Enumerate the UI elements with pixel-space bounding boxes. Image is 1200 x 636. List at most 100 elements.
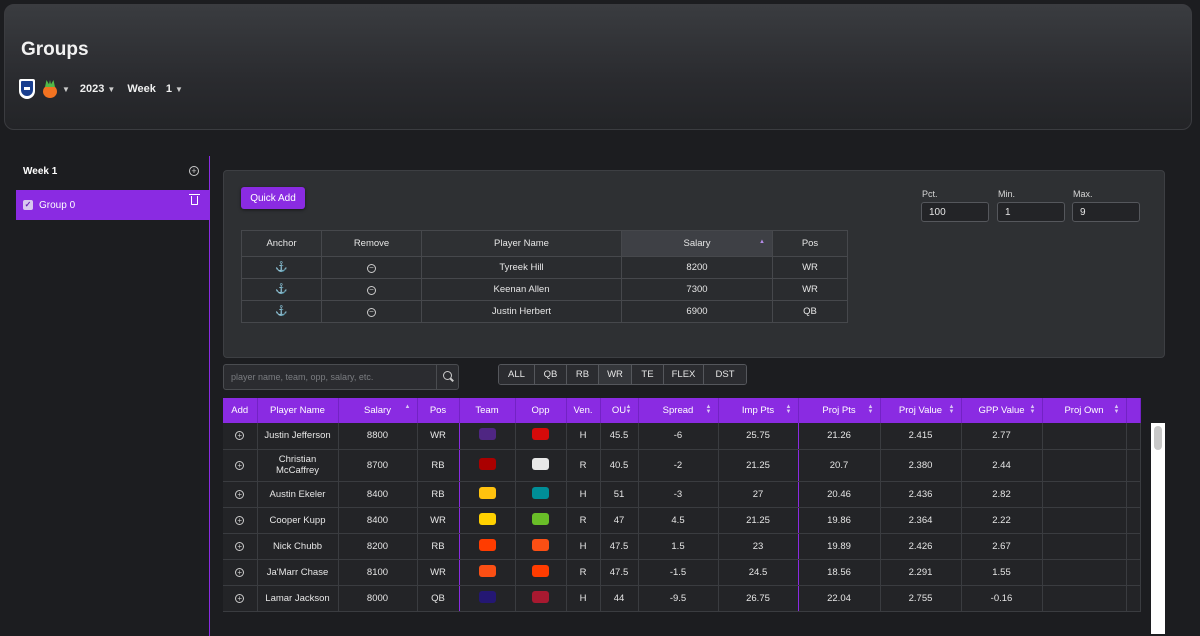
add-plus-icon[interactable]: +	[235, 431, 245, 441]
anchor-icon[interactable]: ⚓	[275, 306, 288, 317]
anchor-icon[interactable]: ⚓	[275, 284, 288, 295]
add-cell[interactable]: +	[223, 449, 258, 482]
col-ou[interactable]: OU ▲ ▼	[600, 398, 639, 423]
table-scrollbar[interactable]	[1151, 423, 1165, 634]
add-cell[interactable]: +	[223, 481, 258, 508]
group-label: Group 0	[39, 199, 76, 211]
steelers-icon	[532, 457, 549, 470]
sort-icon: ▲ ▼	[705, 404, 712, 415]
season-select[interactable]: 2023	[79, 83, 105, 95]
filter-wr-button[interactable]: WR	[599, 365, 632, 384]
add-cell[interactable]: +	[223, 507, 258, 534]
col-team[interactable]: Team	[459, 398, 516, 423]
draftkings-logo-icon[interactable]	[41, 79, 59, 99]
filter-rb-button[interactable]: RB	[567, 365, 599, 384]
opp-cell	[515, 585, 567, 612]
anchor-cell[interactable]: ⚓	[241, 300, 322, 323]
col-opp[interactable]: Opp	[515, 398, 567, 423]
ou-cell: 40.5	[600, 449, 639, 482]
week-select[interactable]: 1	[165, 83, 172, 95]
ravens-icon	[478, 590, 496, 603]
anchor-cell[interactable]: ⚓	[241, 278, 322, 301]
search-input[interactable]	[224, 365, 437, 389]
player-name-cell: Christian McCaffrey	[257, 449, 339, 482]
add-cell[interactable]: +	[223, 423, 258, 450]
add-cell[interactable]: +	[223, 585, 258, 612]
group-player-row: ⚓ − Justin Herbert 6900 QB	[241, 300, 848, 323]
add-plus-icon[interactable]: +	[235, 460, 245, 470]
season-chevron-down-icon[interactable]: ▼	[107, 84, 116, 94]
quick-add-button[interactable]: Quick Add	[241, 187, 305, 209]
col-player-name[interactable]: Player Name	[421, 230, 622, 257]
bengals-icon	[478, 564, 496, 577]
delete-group-trash-icon[interactable]	[189, 194, 200, 205]
col-salary[interactable]: Salary ▲	[338, 398, 418, 423]
col-label: Spread	[662, 405, 694, 416]
proj-cell: 22.04	[798, 585, 881, 612]
remove-cell[interactable]: −	[321, 300, 422, 323]
own-cell	[1042, 585, 1127, 612]
add-cell[interactable]: +	[223, 559, 258, 586]
pv-cell: 2.426	[880, 533, 962, 560]
remove-cell[interactable]: −	[321, 278, 422, 301]
group-checkbox[interactable]: ✓	[23, 200, 33, 210]
ven-cell: R	[566, 449, 601, 482]
imp-cell: 21.25	[718, 449, 799, 482]
add-plus-icon[interactable]: +	[235, 515, 245, 525]
max-input[interactable]	[1072, 202, 1140, 222]
imp-cell: 21.25	[718, 507, 799, 534]
col-pos[interactable]: Pos	[417, 398, 460, 423]
table-row: + Cooper Kupp 8400 WR R 47 4.5 21.25 19.86 2.364 2…	[223, 507, 1141, 534]
filter-flex-button[interactable]: FLEX	[664, 365, 704, 384]
sidebar-item-group-0[interactable]: ✓ Group 0	[16, 190, 210, 220]
anchor-cell[interactable]: ⚓	[241, 256, 322, 279]
week-chevron-down-icon[interactable]: ▼	[175, 84, 183, 94]
group-editor-panel: Quick Add Pct. Min. Max. Anchor Remove P…	[223, 170, 1165, 358]
proj-cell: 19.86	[798, 507, 881, 534]
col-add[interactable]: Add	[223, 398, 258, 423]
remove-minus-icon[interactable]: −	[367, 264, 376, 273]
anchor-icon[interactable]: ⚓	[275, 262, 288, 273]
col-imp-pts[interactable]: Imp Pts ▲ ▼	[718, 398, 799, 423]
remove-minus-icon[interactable]: −	[367, 286, 376, 295]
salary-cell: 8000	[338, 585, 418, 612]
add-cell[interactable]: +	[223, 533, 258, 560]
search-icon[interactable]	[436, 365, 458, 389]
col-proj-own[interactable]: Proj Own ▲ ▼	[1042, 398, 1127, 423]
add-plus-icon[interactable]: +	[235, 593, 245, 603]
filter-qb-button[interactable]: QB	[535, 365, 567, 384]
col-pos[interactable]: Pos	[772, 230, 848, 257]
table-row: + Lamar Jackson 8000 QB H 44 -9.5 26.75 22.04 2.7…	[223, 585, 1141, 612]
col-gpp-value[interactable]: GPP Value ▲ ▼	[961, 398, 1043, 423]
scrollbar-thumb[interactable]	[1154, 426, 1162, 450]
col-proj-pts[interactable]: Proj Pts ▲ ▼	[798, 398, 881, 423]
filter-all-button[interactable]: ALL	[499, 365, 535, 384]
own-cell	[1042, 507, 1127, 534]
buccaneers-icon	[532, 428, 549, 441]
min-input[interactable]	[997, 202, 1065, 222]
salary-cell: 8400	[338, 481, 418, 508]
team-cell	[459, 585, 516, 612]
remove-cell[interactable]: −	[321, 256, 422, 279]
site-dropdown-chevron-down-icon[interactable]: ▼	[62, 84, 70, 94]
remove-minus-icon[interactable]: −	[367, 308, 376, 317]
add-group-plus-icon[interactable]: +	[189, 166, 199, 176]
add-plus-icon[interactable]: +	[235, 489, 245, 499]
col-proj-value[interactable]: Proj Value ▲ ▼	[880, 398, 962, 423]
group-player-row: ⚓ − Keenan Allen 7300 WR	[241, 278, 848, 301]
ou-cell: 51	[600, 481, 639, 508]
add-plus-icon[interactable]: +	[235, 541, 245, 551]
filter-dst-button[interactable]: DST	[704, 365, 746, 384]
nfl-logo-icon[interactable]	[19, 79, 35, 99]
col-player-name[interactable]: Player Name	[257, 398, 339, 423]
col-remove[interactable]: Remove	[321, 230, 422, 257]
team-cell	[459, 423, 516, 450]
filter-te-button[interactable]: TE	[632, 365, 664, 384]
col-salary[interactable]: Salary ▲	[621, 230, 773, 257]
group-player-row: ⚓ − Tyreek Hill 8200 WR	[241, 256, 848, 279]
col-ven[interactable]: Ven.	[566, 398, 601, 423]
col-anchor[interactable]: Anchor	[241, 230, 322, 257]
col-spread[interactable]: Spread ▲ ▼	[638, 398, 719, 423]
pct-input[interactable]	[921, 202, 989, 222]
add-plus-icon[interactable]: +	[235, 567, 245, 577]
